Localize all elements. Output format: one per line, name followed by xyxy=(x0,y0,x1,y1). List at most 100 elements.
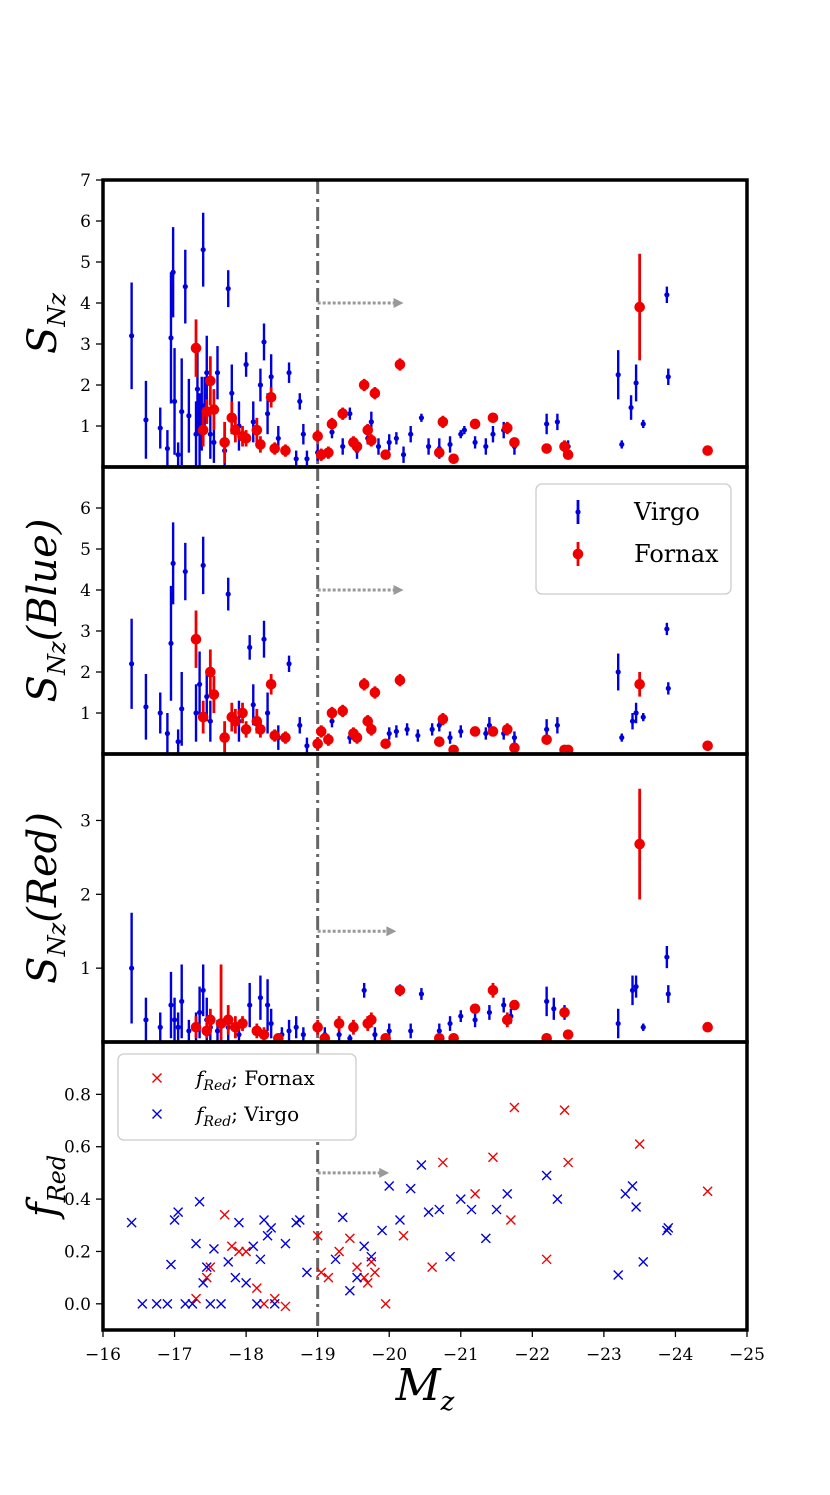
fornax-point xyxy=(366,435,377,446)
fornax-point xyxy=(280,445,291,456)
fornax-point xyxy=(501,422,513,434)
virgo-point xyxy=(168,640,174,646)
fornax-point xyxy=(487,412,499,424)
fornax-point xyxy=(205,1014,216,1026)
cross-point xyxy=(226,1241,237,1252)
virgo-point xyxy=(264,411,271,417)
virgo-point xyxy=(347,1035,353,1041)
arrow-head xyxy=(393,585,404,595)
shared-x-axis: −16 −17 −18 −19 −20 −21 −22 −23 −24 −25 xyxy=(85,1330,765,1365)
legend-swatch-dot xyxy=(575,509,581,515)
x-tick-label: −24 xyxy=(657,1345,693,1365)
fornax-point xyxy=(312,738,323,750)
virgo-point xyxy=(544,421,550,427)
fornax-point xyxy=(319,1033,331,1042)
fornax-point xyxy=(448,744,459,754)
virgo-point xyxy=(490,431,496,437)
virgo-point xyxy=(293,456,299,462)
cross-point xyxy=(541,1170,552,1181)
virgo-point xyxy=(157,1024,163,1030)
virgo-point xyxy=(129,661,135,667)
virgo-point xyxy=(461,427,467,433)
cross-point xyxy=(330,1254,341,1265)
panel-fred: 0.0 0.2 0.4 0.6 0.8 fRed fRed; Fornax fRed; Vir… xyxy=(20,1040,749,1332)
fornax-point xyxy=(509,999,520,1011)
fornax-point xyxy=(205,375,216,387)
fornax-point xyxy=(312,430,323,442)
virgo-point xyxy=(415,732,421,739)
series-fornax xyxy=(190,253,713,465)
y-label-sub: Nz xyxy=(43,641,71,676)
cross-point xyxy=(301,1267,312,1278)
cross-point xyxy=(280,1238,291,1249)
cross-point xyxy=(369,1267,380,1278)
virgo-point xyxy=(297,398,303,404)
cross-point xyxy=(613,1270,624,1281)
panel-frame xyxy=(101,1040,749,1332)
cross-point xyxy=(394,1215,405,1226)
virgo-point xyxy=(179,409,185,415)
fornax-point xyxy=(437,416,449,428)
cross-point xyxy=(427,1262,438,1273)
cross-point xyxy=(262,1230,273,1241)
cross-point xyxy=(627,1181,638,1191)
virgo-point xyxy=(175,739,181,745)
fornax-point xyxy=(509,742,520,754)
virgo-point xyxy=(458,728,464,735)
fornax-point xyxy=(255,724,266,735)
virgo-point xyxy=(200,562,206,569)
y-axis-label: SNz(Red) xyxy=(20,812,71,984)
virgo-point xyxy=(486,1009,492,1016)
virgo-point xyxy=(458,1013,464,1019)
fornax-point xyxy=(437,713,449,725)
virgo-point xyxy=(329,429,335,435)
fornax-point xyxy=(634,301,645,313)
virgo-point xyxy=(229,390,235,396)
fornax-point xyxy=(469,418,481,430)
virgo-point xyxy=(164,730,170,737)
fornax-point xyxy=(541,1033,552,1042)
cross-point xyxy=(405,1183,416,1194)
virgo-point xyxy=(247,1002,253,1008)
cross-point xyxy=(162,1298,173,1309)
fornax-point xyxy=(434,447,445,458)
virgo-point xyxy=(404,726,410,733)
virgo-point xyxy=(544,726,550,733)
virgo-point xyxy=(175,452,181,458)
virgo-point xyxy=(633,710,639,716)
virgo-point xyxy=(157,425,163,431)
virgo-point xyxy=(472,1017,478,1023)
y-tick-label: 2 xyxy=(80,376,91,396)
cross-point xyxy=(502,1188,513,1199)
cross-point xyxy=(359,1272,370,1283)
fornax-point xyxy=(434,736,445,747)
virgo-point xyxy=(247,644,253,651)
cross-point xyxy=(269,1298,280,1309)
y-tick-label: 1 xyxy=(80,959,91,979)
cross-point xyxy=(233,1217,244,1228)
cross-point xyxy=(316,1267,327,1278)
fornax-point xyxy=(219,437,230,448)
fornax-point xyxy=(230,715,241,727)
fornax-point xyxy=(369,687,381,698)
virgo-point xyxy=(179,998,185,1004)
fornax-point xyxy=(208,689,220,700)
cross-point xyxy=(233,1246,244,1257)
virgo-point xyxy=(257,382,264,388)
fornax-point xyxy=(326,707,338,719)
fornax-point xyxy=(541,734,552,745)
cross-point xyxy=(191,1238,202,1249)
virgo-point xyxy=(551,1006,557,1012)
virgo-point xyxy=(211,439,217,445)
fornax-point xyxy=(380,1033,391,1042)
legend-box xyxy=(535,483,732,595)
cross-point xyxy=(638,1256,649,1267)
virgo-point xyxy=(436,722,442,728)
arrow-head xyxy=(386,926,397,937)
cross-point xyxy=(269,1293,280,1304)
arrow-head xyxy=(379,1167,390,1178)
fornax-point xyxy=(380,738,391,750)
virgo-point xyxy=(129,965,135,971)
virgo-point xyxy=(629,987,636,993)
